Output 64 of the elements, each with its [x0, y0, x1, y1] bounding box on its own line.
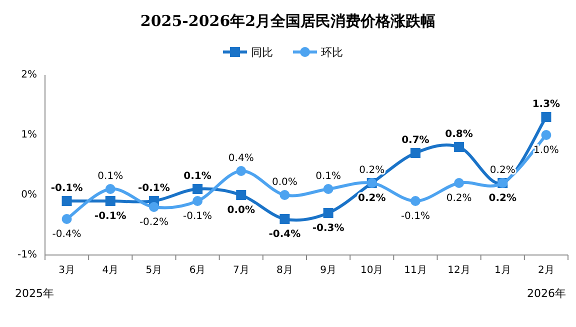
point [454, 142, 464, 152]
point [323, 208, 334, 218]
y-tick-label: 1% [21, 130, 37, 140]
data-label: 1.3% [532, 99, 560, 110]
point [236, 190, 246, 200]
legend-label: 环比 [321, 46, 343, 59]
data-label: 0.1% [316, 171, 341, 182]
x-tick-label: 12月 [448, 265, 470, 276]
data-label: -0.4% [268, 229, 301, 240]
data-label: -0.1% [400, 211, 430, 222]
point [105, 196, 116, 206]
x-tick-label: 1月 [494, 265, 511, 276]
data-label: -0.1% [50, 183, 83, 194]
text: 2025年 [15, 287, 54, 300]
x-tick-label: 9月 [320, 265, 336, 276]
data-label: 0.2% [359, 165, 385, 176]
point [105, 184, 116, 194]
point [62, 196, 72, 206]
data-label: 0.7% [402, 135, 430, 146]
data-label: 1.0% [534, 145, 559, 156]
point [323, 184, 334, 194]
x-tick-label: 10月 [360, 265, 384, 276]
point [410, 148, 420, 158]
data-label: -0.1% [138, 183, 170, 194]
data-label: 0.2% [490, 165, 516, 176]
point [280, 214, 290, 224]
data-label: 0.4% [228, 153, 254, 164]
point [148, 202, 159, 212]
chart-title: 2025-2026年2月全国居民消费价格涨跌幅 [140, 12, 436, 30]
data-label: 0.1% [98, 171, 124, 182]
x-tick-label: 4月 [102, 265, 119, 276]
data-label: -0.1% [183, 211, 212, 222]
point [454, 178, 464, 188]
y-tick-label: -1% [18, 250, 37, 260]
x-tick-label: 2月 [538, 265, 554, 276]
data-label: 0.2% [358, 193, 386, 204]
data-label: 0.0% [227, 205, 255, 216]
data-label: -0.1% [94, 211, 126, 222]
legend-label: 同比 [251, 46, 273, 59]
x-tick-label: 7月 [232, 265, 250, 276]
x-tick-label: 6月 [189, 265, 206, 276]
x-tick-label: 3月 [58, 265, 75, 276]
data-label: -0.2% [139, 217, 168, 228]
point [192, 196, 203, 206]
data-label: 0.2% [446, 193, 472, 204]
text: 2026年 [527, 287, 566, 300]
y-tick-label: 0% [21, 190, 37, 200]
data-label: 0.2% [488, 193, 516, 204]
point [410, 196, 420, 206]
data-label: 0.0% [272, 177, 298, 188]
data-label: -0.3% [312, 223, 344, 234]
x-tick-label: 8月 [276, 265, 293, 276]
x-tick-label: 11月 [404, 265, 427, 276]
point [192, 184, 203, 194]
data-label: 0.1% [184, 171, 212, 182]
y-tick-label: 2% [21, 70, 37, 80]
point [541, 112, 552, 122]
point [541, 130, 552, 140]
data-label: 0.8% [445, 129, 473, 140]
data-label: -0.4% [52, 229, 82, 240]
point [62, 214, 72, 224]
x-tick-label: 5月 [146, 265, 162, 276]
point [280, 190, 290, 200]
point [236, 166, 246, 176]
